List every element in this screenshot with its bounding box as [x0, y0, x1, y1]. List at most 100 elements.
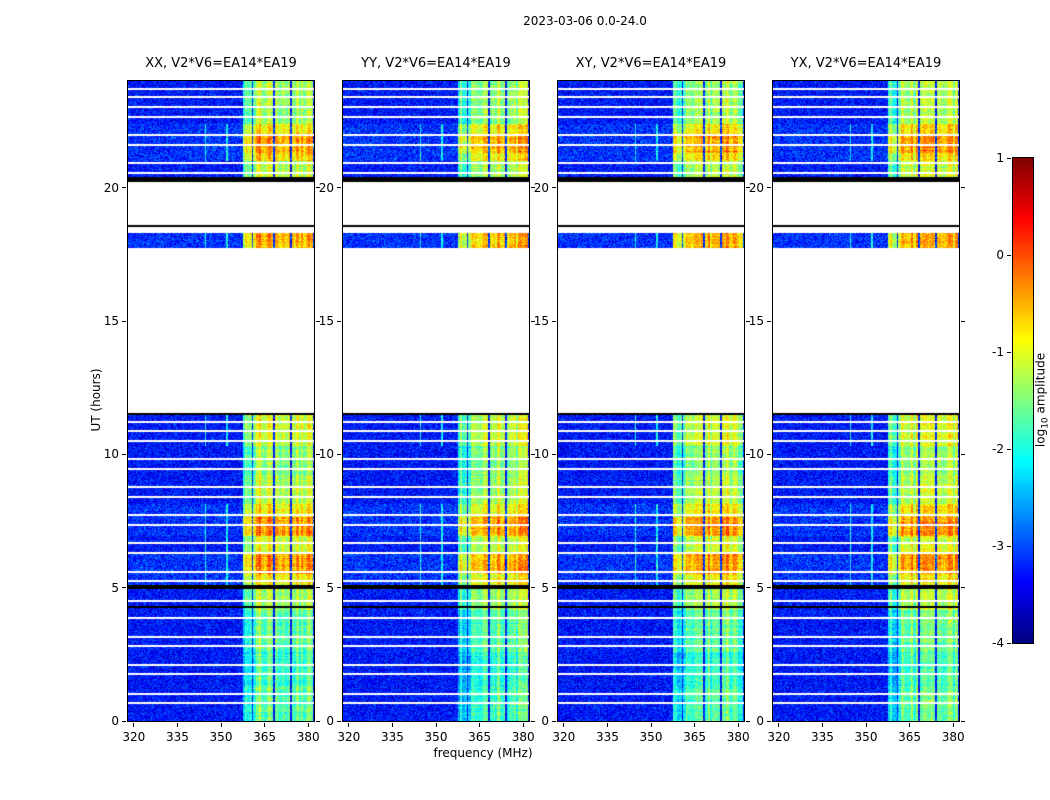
y-tick-label: 20: [748, 180, 764, 195]
y-tick-right: [746, 320, 750, 322]
x-tick-label: 365: [898, 730, 922, 744]
y-tick-label: 0: [541, 714, 549, 728]
y-tick-label: 5: [111, 580, 119, 595]
panel-title-yx: YX, V2*V6=EA14*EA19: [790, 56, 942, 71]
y-tick-label: 5: [541, 580, 549, 595]
y-tick-right: [316, 720, 320, 722]
y-axis-label: UT (hours): [89, 368, 103, 432]
panel-xy: XY, V2*V6=EA14*EA19 0 5 10 15 20 320 335 350 365…: [534, 56, 750, 744]
spectrogram-yy: [342, 80, 530, 722]
y-tick: [337, 320, 341, 322]
spectrogram-yx: [772, 80, 960, 722]
y-tick: [767, 187, 771, 189]
panel-title-yy: YY, V2*V6=EA14*EA19: [361, 56, 511, 71]
colorbar-tick: [1007, 254, 1011, 256]
y-tick: [122, 320, 126, 322]
y-tick: [767, 453, 771, 455]
y-tick-label: 0: [326, 714, 334, 728]
colorbar-tick-label: 1: [996, 151, 1004, 165]
panel-title-xx: XX, V2*V6=EA14*EA19: [145, 56, 297, 71]
y-tick-right: [316, 187, 320, 189]
x-tick-label: 365: [683, 730, 707, 744]
y-tick-right: [316, 587, 320, 589]
y-tick-right: [531, 320, 535, 322]
spectrogram-xy: [557, 80, 745, 722]
y-tick-right: [746, 187, 750, 189]
colorbar-tick-label: -3: [992, 539, 1004, 553]
x-tick-label: 350: [209, 730, 233, 744]
x-tick-label: 365: [253, 730, 277, 744]
x-tick: [348, 723, 350, 727]
x-tick-label: 335: [380, 730, 404, 744]
x-tick: [909, 723, 911, 727]
x-tick-label: 380: [726, 730, 750, 744]
x-tick: [778, 723, 780, 727]
y-tick: [552, 587, 556, 589]
y-tick: [122, 187, 126, 189]
colorbar-tick: [1007, 351, 1011, 353]
x-tick-label: 380: [296, 730, 320, 744]
y-tick: [767, 720, 771, 722]
y-tick-label: 20: [533, 180, 549, 195]
x-tick: [606, 723, 608, 727]
y-tick-label: 5: [326, 580, 334, 595]
x-tick: [650, 723, 652, 727]
x-tick: [479, 723, 481, 727]
y-tick-label: 10: [103, 447, 119, 462]
x-tick: [133, 723, 135, 727]
y-tick: [337, 587, 341, 589]
colorbar-tick-label: 0: [996, 248, 1004, 262]
x-tick-label: 320: [552, 730, 576, 744]
y-tick-label: 20: [318, 180, 334, 195]
x-tick: [952, 723, 954, 727]
x-tick: [563, 723, 565, 727]
colorbar-gradient: [1012, 157, 1034, 644]
x-tick: [220, 723, 222, 727]
y-tick: [337, 720, 341, 722]
colorbar-tick: [1007, 448, 1011, 450]
panel-yx: YX, V2*V6=EA14*EA19 0 5 10 15 20 320 335 350 365…: [749, 56, 965, 744]
spectrogram-xx: [127, 80, 315, 722]
x-tick: [522, 723, 524, 727]
x-tick-label: 320: [122, 730, 146, 744]
y-tick-label: 5: [756, 580, 764, 595]
y-tick-label: 0: [756, 714, 764, 728]
y-tick-label: 15: [103, 314, 119, 328]
colorbar-tick: [1007, 545, 1011, 547]
y-tick: [122, 720, 126, 722]
y-tick-label: 10: [533, 447, 549, 462]
y-tick-right: [531, 453, 535, 455]
y-tick-right: [961, 587, 965, 589]
y-tick-right: [316, 320, 320, 322]
colorbar-label: log10 amplitude: [1033, 353, 1050, 447]
y-tick-right: [531, 720, 535, 722]
y-tick-label: 20: [103, 180, 119, 195]
figure-title: 2023-03-06 0.0-24.0: [523, 14, 647, 28]
colorbar-tick: [1007, 642, 1011, 644]
x-tick-label: 380: [941, 730, 965, 744]
x-tick: [307, 723, 309, 727]
y-tick: [337, 453, 341, 455]
x-tick-label: 380: [511, 730, 535, 744]
x-tick-label: 350: [424, 730, 448, 744]
x-tick-label: 335: [810, 730, 834, 744]
y-tick-right: [961, 320, 965, 322]
x-tick-label: 320: [337, 730, 361, 744]
colorbar-tick-label: -4: [992, 636, 1004, 650]
colorbar-label-sub: 10: [1040, 417, 1050, 429]
colorbar-tick-label: -2: [992, 442, 1004, 456]
x-axis-label: frequency (MHz): [433, 746, 533, 760]
y-tick: [552, 720, 556, 722]
y-tick: [552, 187, 556, 189]
y-tick: [552, 320, 556, 322]
panel-xx: XX, V2*V6=EA14*EA19 0 5 10 15 20 320 335 350 365…: [104, 56, 320, 744]
y-tick-right: [316, 453, 320, 455]
y-tick-label: 15: [318, 314, 334, 328]
x-tick-label: 350: [854, 730, 878, 744]
y-tick-right: [961, 187, 965, 189]
x-tick-label: 335: [165, 730, 189, 744]
x-tick: [176, 723, 178, 727]
x-tick: [264, 723, 266, 727]
colorbar-label-rest: amplitude: [1033, 352, 1048, 418]
